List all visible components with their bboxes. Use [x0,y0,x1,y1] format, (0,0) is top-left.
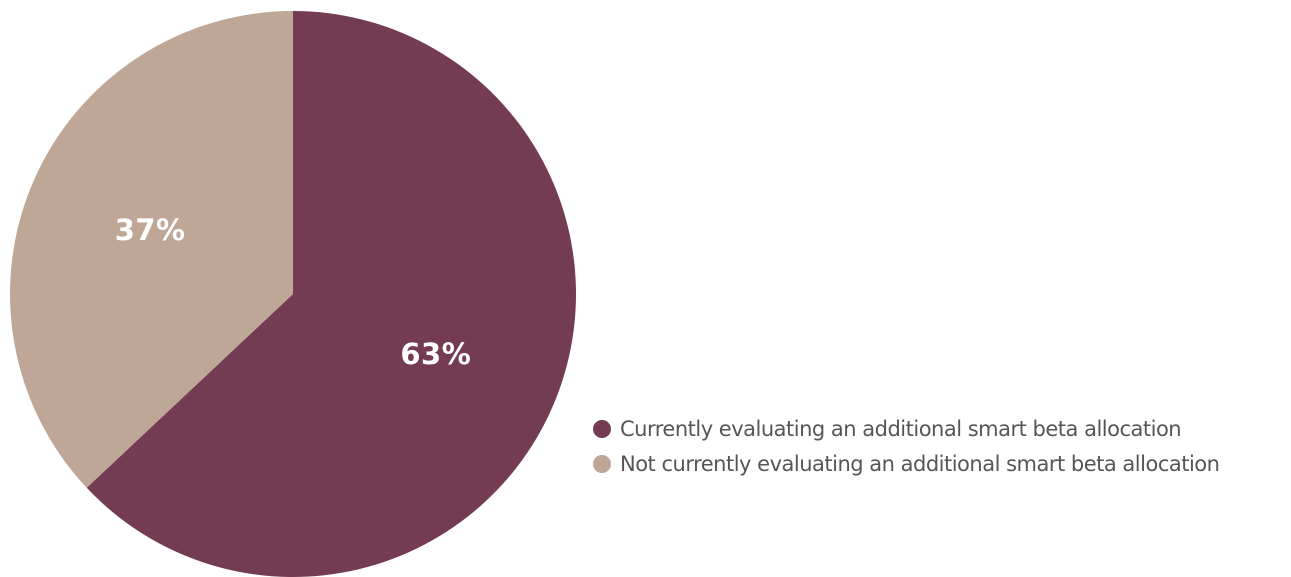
legend-item-currently-evaluating: Currently evaluating an additional smart… [593,414,1283,443]
legend-swatch-not-currently-evaluating [593,455,611,473]
legend-item-not-currently-evaluating: Not currently evaluating an additional s… [593,449,1283,478]
slice-label-not-currently-evaluating: 37% [115,213,186,247]
legend-label-currently-evaluating: Currently evaluating an additional smart… [620,417,1181,441]
legend-label-not-currently-evaluating: Not currently evaluating an additional s… [620,452,1219,476]
slice-label-currently-evaluating: 63% [400,337,471,371]
chart-legend: Currently evaluating an additional smart… [593,414,1283,484]
legend-swatch-currently-evaluating [593,420,611,438]
pie-slices [10,11,576,577]
